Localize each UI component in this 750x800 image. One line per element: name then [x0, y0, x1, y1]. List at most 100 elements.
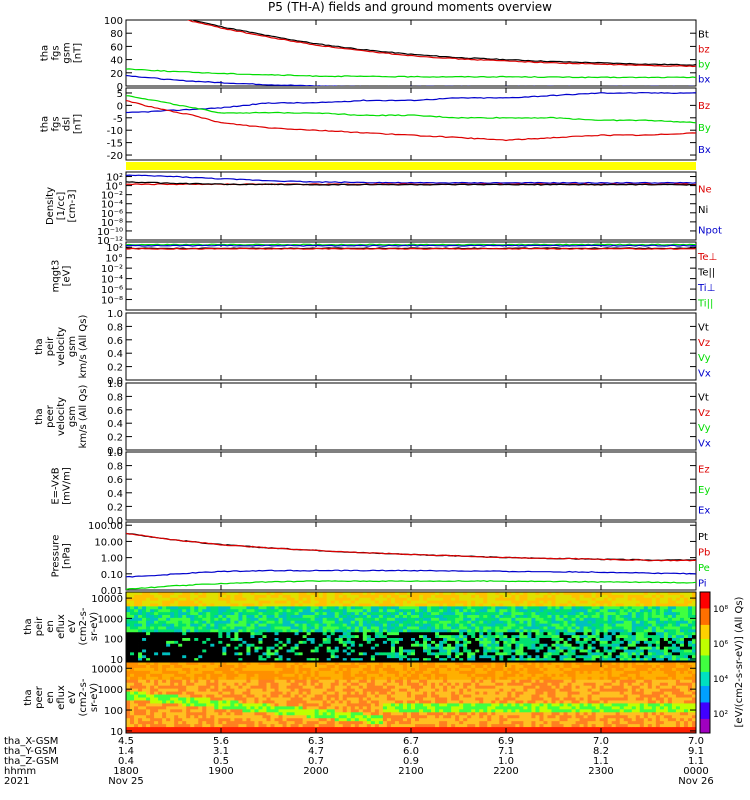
series-line-Bx	[126, 91, 696, 114]
y-tick-label: 10⁻¹²	[97, 236, 123, 247]
colorbar-cell	[700, 711, 710, 715]
y-axis-label: E=-VxB [mV/m]	[51, 467, 73, 505]
y-axis-label-line: en	[45, 620, 56, 633]
legend-entry: Te||	[697, 267, 715, 278]
y-axis-label-line: dsl	[62, 117, 73, 131]
y-tick-label: 1.0	[107, 379, 123, 390]
colorbar-tick-label: 10²	[713, 710, 728, 720]
y-axis-label-line: tha	[23, 689, 34, 705]
y-tick-label: 0.8	[107, 322, 123, 333]
legend-entry: Vy	[698, 353, 711, 364]
series-line-Bt	[189, 20, 696, 66]
y-axis-label: Pressure [nPa]	[51, 535, 73, 578]
y-tick-label: 0.6	[107, 475, 123, 486]
colorbar-cell	[700, 610, 710, 614]
legend-entry: Pb	[698, 547, 710, 558]
legend-entry: Vy	[698, 423, 711, 434]
y-axis-label-line: gsm	[67, 336, 78, 357]
x-axis-value: 6.7	[403, 736, 419, 747]
colorbar-cell	[700, 676, 710, 680]
colorbar-cell	[700, 700, 710, 703]
y-tick-label: 40	[110, 56, 123, 67]
colorbar-cell	[700, 690, 710, 694]
series-line-Ti	[126, 243, 696, 246]
legend-entry: Ni	[698, 205, 708, 216]
series-line-bx	[126, 74, 695, 86]
colorbar-cell	[700, 671, 710, 675]
colorbar-cell	[700, 641, 710, 645]
panel-peir-spectrogram: 10000 1000 100 10 tha peir en eflux eV (cm2-s-sr-…	[23, 591, 697, 666]
series-line-Pi	[126, 569, 696, 578]
y-axis-label-line: sr-eV)	[89, 683, 100, 712]
x-axis-value: 7.0	[688, 736, 704, 747]
series-line-Bz	[126, 99, 696, 142]
legend-entry: Ti⊥	[697, 283, 715, 294]
colorbar-cell	[700, 592, 710, 595]
y-tick-label: 10⁻⁸	[101, 296, 123, 307]
y-tick-label: 10⁻⁶	[101, 209, 123, 220]
colorbar-cell	[700, 653, 710, 656]
y-tick-label: 0.4	[107, 419, 123, 430]
y-tick-label: 0.01	[101, 586, 123, 597]
panel-frame	[125, 241, 697, 311]
colorbar-cell	[700, 709, 710, 713]
y-axis-label-line: (cm2-s-	[78, 678, 89, 716]
y-tick-label: 10⁻¹⁰	[97, 227, 123, 238]
colorbar-label-text: [eV/(cm2-s-sr-eV)] (All Qs)	[734, 596, 745, 727]
x-axis-value: 0.9	[403, 756, 419, 767]
y-tick-label: 0.4	[107, 489, 123, 500]
colorbar-cell	[700, 697, 710, 701]
quality-flag-bar	[126, 162, 696, 170]
series-line-Npot	[126, 174, 696, 184]
y-axis-label-line: [nPa]	[62, 543, 73, 569]
x-axis-value: 1900	[208, 766, 233, 777]
panel-pressure: 100.00 10.00 1.00 0.10 0.01 Pressure [nPa] Pt Pb…	[51, 521, 711, 597]
legend-entry: Bt	[698, 30, 709, 41]
colorbar-cell	[700, 662, 710, 666]
y-tick-label: 10	[110, 655, 123, 666]
y-axis-label-line: peer	[34, 685, 45, 709]
x-axis-value: 2200	[493, 766, 518, 777]
colorbar-cell	[700, 603, 710, 607]
y-axis-label: tha peer en eflux eV (cm2-s-sr-eV)	[23, 678, 100, 716]
y-tick-label: 100	[104, 706, 123, 717]
x-axis-value: 0.4	[118, 756, 134, 767]
colorbar-cell	[700, 643, 710, 647]
y-tick-label: 1.0	[107, 448, 123, 459]
y-axis-label: tha fgs gsm [nT]	[40, 42, 84, 63]
colorbar-cell	[700, 660, 710, 663]
x-axis-value: 0.7	[308, 756, 324, 767]
legend-entry: Ex	[698, 506, 710, 517]
y-tick-label: 10°	[105, 254, 123, 265]
x-axis-row-label: tha_X-GSM	[4, 736, 58, 747]
y-axis-label-line: tha	[40, 45, 51, 61]
y-axis-label-line: eflux	[56, 685, 67, 710]
y-tick-label: 1000	[98, 685, 123, 696]
colorbar-tick-label: 10⁶	[713, 640, 728, 650]
legend-entry: By	[698, 123, 711, 134]
y-axis-label-line: tha	[23, 618, 34, 634]
colorbar-cell	[700, 617, 710, 621]
y-tick-label: 10⁻⁴	[101, 275, 123, 286]
x-axis-value: 0000	[683, 766, 708, 777]
y-axis-label-line: fgs	[51, 116, 62, 131]
y-axis-label-line: Density	[45, 187, 56, 225]
x-axis-value: 1.4	[118, 746, 134, 757]
colorbar-cell	[700, 718, 710, 722]
colorbar-cell	[700, 681, 710, 685]
y-tick-label: 10000	[91, 594, 123, 605]
series-line-bz	[187, 20, 696, 68]
x-axis-value: 8.2	[593, 746, 609, 757]
series-line-Te	[126, 247, 696, 250]
panel-density: 10²10°10⁻²10⁻⁴10⁻⁶10⁻⁸10⁻¹⁰10⁻¹²Density[…	[45, 171, 722, 247]
y-tick-label: 5	[117, 89, 123, 100]
panel-frame	[125, 382, 697, 451]
legend-entry: Vz	[698, 338, 710, 349]
y-axis-label-line: [nT]	[73, 43, 84, 63]
y-axis-label-line: fgs	[51, 45, 62, 60]
colorbar-cell	[700, 695, 710, 699]
colorbar-cell	[700, 629, 710, 633]
x-axis-value: 2100	[398, 766, 423, 777]
